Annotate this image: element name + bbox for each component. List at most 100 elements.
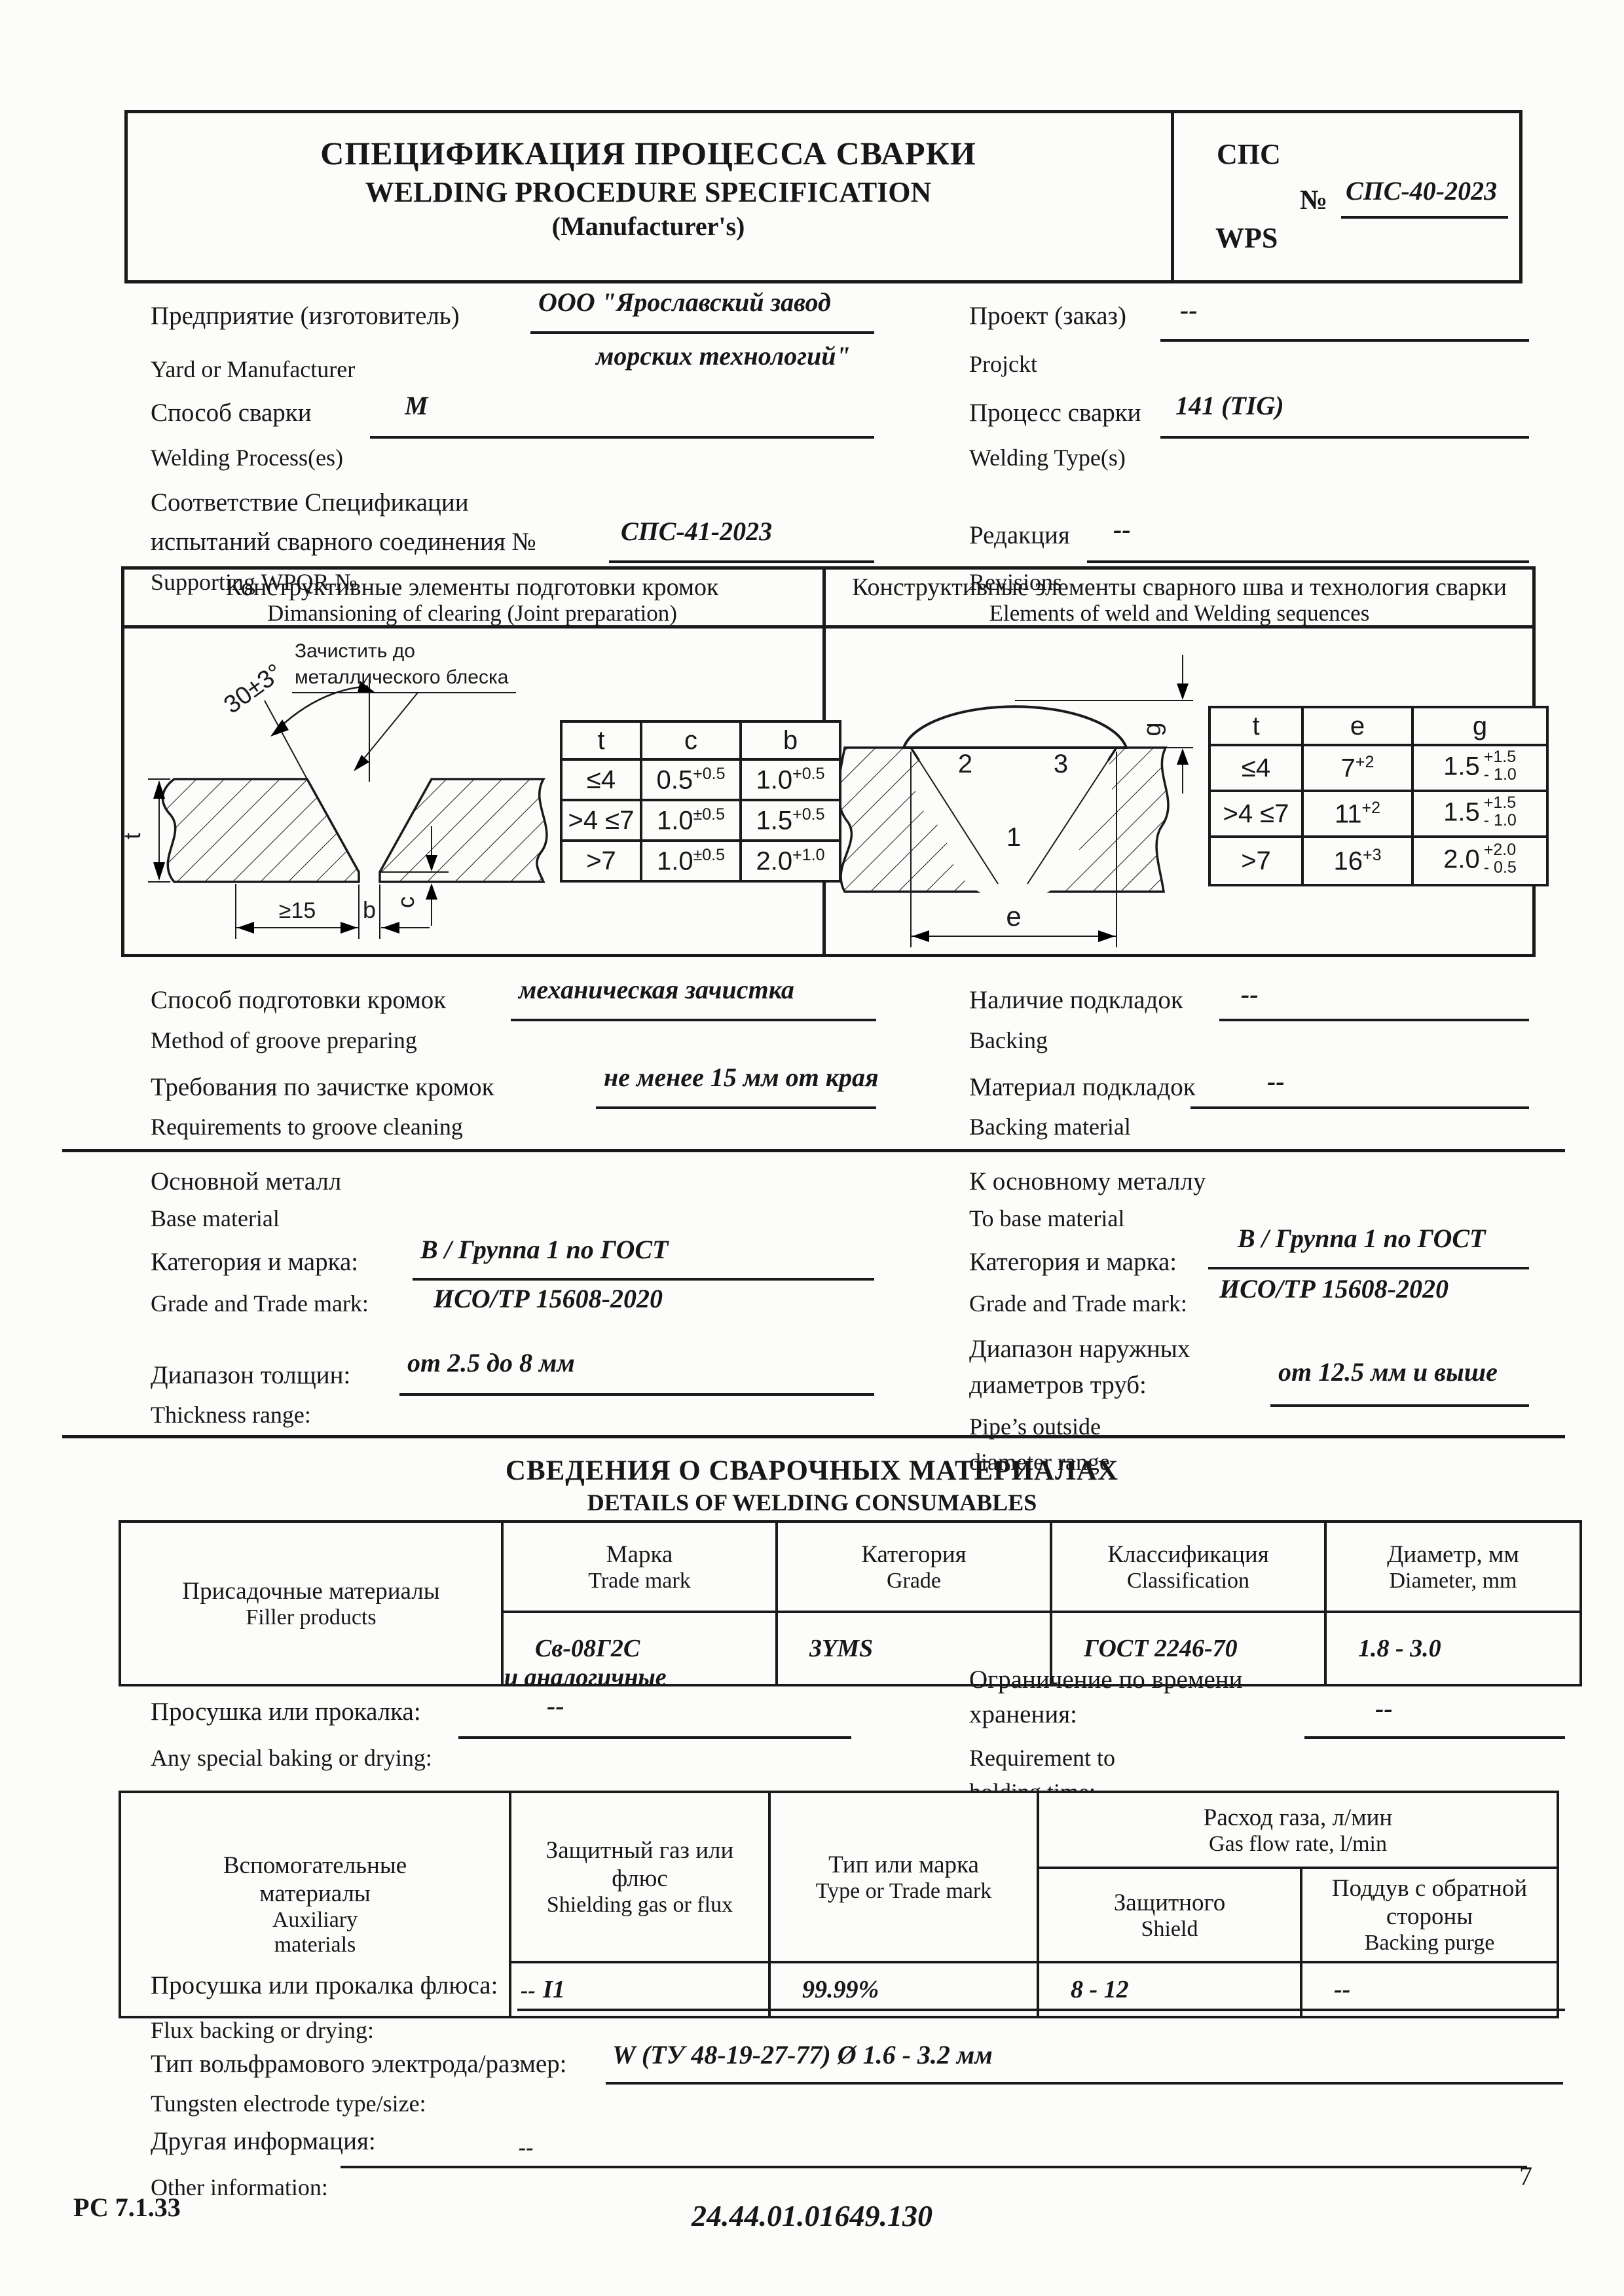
b-arrow — [382, 922, 399, 934]
baking-label-en: Any special baking or drying: — [151, 1745, 432, 1771]
dim-t-label: t — [123, 833, 145, 839]
bevel-extension-line — [264, 700, 308, 780]
tungsten-label-ru: Тип вольфрамового электрода/размер: — [151, 2050, 567, 2078]
weld-elements-header-ru: Конструктивные элементы сварного шва и т… — [852, 574, 1507, 601]
pass2-number: 2 — [958, 750, 972, 778]
t-arrow-down — [153, 862, 165, 881]
col-shield-ru: Защитного — [1113, 1889, 1226, 1916]
diameter-label-en2: diameter range — [969, 1449, 1110, 1475]
b-base: 1.0 — [756, 765, 793, 795]
col-auxiliary-en1: Auxiliary — [272, 1908, 358, 1932]
c-tol: ±0.5 — [693, 805, 726, 824]
col-shielding-gas-en: Shielding gas or flux — [546, 1893, 733, 1917]
groove-cleaning-value: не менее 15 мм от края — [604, 1063, 879, 1092]
backing-material-value: -- — [1267, 1066, 1285, 1096]
angle-arc — [278, 685, 369, 729]
g-base: 1.5 — [1443, 752, 1480, 781]
footer-page-number: 7 — [1519, 2161, 1532, 2191]
section-rule-2 — [62, 1435, 1565, 1438]
g-tol-plus: +2.0 — [1483, 841, 1517, 859]
flux-underline — [517, 2009, 1565, 2011]
tungsten-underline — [606, 2082, 1563, 2085]
other-info-value: -- — [519, 2136, 534, 2160]
doc-title-ru: СПЕЦИФИКАЦИЯ ПРОЦЕССА СВАРКИ — [320, 135, 976, 172]
joint-prep-header-en: Dimansioning of clearing (Joint preparat… — [267, 600, 677, 626]
t-arrow-up — [153, 780, 165, 799]
cell-c: 0.5+0.5 — [640, 758, 742, 801]
manufacturer-value-line2: морских технологий" — [596, 341, 851, 371]
flux-label-en: Flux backing or drying: — [151, 2017, 374, 2043]
other-info-underline — [341, 2166, 1527, 2168]
pass1-number: 1 — [1006, 823, 1021, 852]
table-row: >7 1.0±0.5 2.0+1.0 — [560, 839, 841, 883]
cell-classification: ГОСТ 2246-70 — [1050, 1611, 1327, 1686]
joint-preparation-diagram: 30±3° Зачистить до металлического блеска… — [123, 640, 548, 939]
cell-t: ≤4 — [1208, 744, 1304, 792]
backing-material-underline — [1190, 1106, 1529, 1109]
to-base-material-title-en: To base material — [969, 1205, 1125, 1231]
c-tol: +0.5 — [693, 764, 726, 783]
cell-b: 1.5+0.5 — [739, 799, 841, 842]
manufacturer-label-en: Yard or Manufacturer — [151, 356, 356, 382]
col-grade-ru: Категория — [861, 1540, 967, 1568]
cell-trade-mark: Св-08Г2С — [501, 1611, 778, 1686]
process-label-ru: Способ сварки — [151, 399, 312, 427]
col-t: t — [560, 720, 642, 761]
col-purge-ru1: Поддув с обратной — [1331, 1875, 1528, 1902]
g-tol-minus: - 1.0 — [1483, 765, 1517, 784]
e-tol: +2 — [1361, 798, 1381, 817]
process-underline — [370, 436, 874, 439]
doc-title-en: WELDING PROCEDURE SPECIFICATION — [365, 176, 932, 208]
flux-value: -- — [521, 1978, 536, 2003]
col-type-en: Type or Trade mark — [815, 1878, 992, 1903]
section-rule-1 — [62, 1149, 1565, 1152]
col-grade: Категория Grade — [775, 1520, 1052, 1613]
manufacturer-value-line1: ООО "Ярославский завод — [538, 287, 831, 317]
type-label-en: Welding Type(s) — [969, 445, 1126, 471]
c-base: 1.0 — [656, 847, 693, 876]
holding-underline — [1304, 1736, 1565, 1739]
table-row: ≤4 0.5+0.5 1.0+0.5 — [560, 758, 841, 801]
col-filler-ru: Присадочные материалы — [182, 1577, 440, 1605]
col-type-trade-mark: Тип или марка Type or Trade mark — [768, 1791, 1039, 1963]
joint-prep-header-ru: Конструктивные элементы подготовки кромо… — [225, 574, 719, 601]
manufacturer-underline — [530, 331, 874, 334]
min15-arrow-right — [341, 922, 358, 934]
g-tol-plus: +1.5 — [1483, 748, 1517, 766]
type-value: 141 (TIG) — [1175, 391, 1284, 420]
type-label-ru: Процесс сварки — [969, 399, 1141, 427]
g-tol-minus: - 1.0 — [1483, 811, 1517, 829]
grade-value1-left: В / Группа 1 по ГОСТ — [420, 1235, 669, 1264]
flux-label-ru: Просушка или прокалка флюса: — [151, 1971, 498, 1999]
cell-e: 7+2 — [1301, 744, 1414, 792]
col-classification-en: Classification — [1127, 1568, 1249, 1593]
baking-underline — [458, 1736, 851, 1739]
manufacturer-label-ru: Предприятие (изготовитель) — [151, 302, 460, 330]
backing-label-ru: Наличие подкладок — [969, 986, 1183, 1014]
to-base-material-title-ru: К основному металлу — [969, 1167, 1206, 1195]
type-underline — [1160, 436, 1529, 439]
grade-underline-left — [413, 1278, 874, 1281]
cell-e: 16+3 — [1301, 835, 1414, 886]
col-t: t — [1208, 706, 1304, 746]
weld-pass1-root-bead — [946, 767, 1081, 902]
dim-b-label: b — [363, 896, 376, 923]
project-underline — [1160, 339, 1529, 342]
cell-g: 1.5 +1.5- 1.0 — [1411, 744, 1549, 792]
clean-note-line2: металлического блеска — [295, 666, 509, 688]
backing-material-label-ru: Материал подкладок — [969, 1073, 1196, 1101]
right-fusion-line — [1027, 747, 1117, 884]
grade-value2-right: ИСО/ТР 15608-2020 — [1219, 1274, 1449, 1303]
cell-diameter: 1.8 - 3.0 — [1324, 1611, 1582, 1686]
table-row: >4 ≤7 1.0±0.5 1.5+0.5 — [560, 799, 841, 842]
col-shielding-gas-ru2: флюс — [612, 1865, 668, 1892]
col-diameter: Диаметр, мм Diameter, mm — [1324, 1520, 1582, 1613]
sps-number-value: СПС-40-2023 — [1346, 176, 1498, 206]
other-info-label-en: Other information: — [151, 2174, 328, 2200]
base-material-title-en: Base material — [151, 1205, 280, 1231]
header-divider — [1171, 110, 1174, 283]
cell-grade: 3YMS — [775, 1611, 1052, 1686]
weld-sequence-diagram: 2 3 1 g e — [837, 655, 1193, 947]
col-trade-mark-ru: Марка — [606, 1540, 673, 1568]
